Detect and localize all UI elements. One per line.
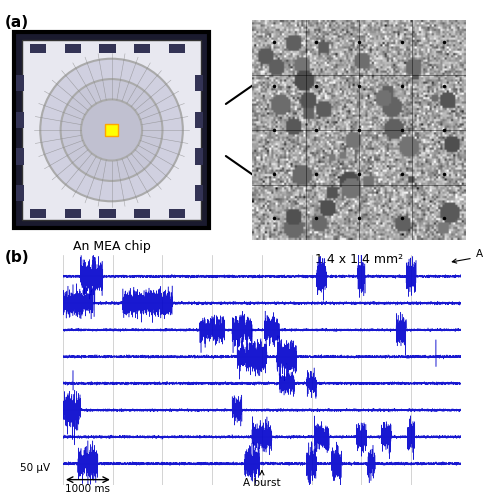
Text: (a): (a) — [5, 15, 29, 30]
Bar — [16, 75, 24, 92]
Bar — [99, 44, 115, 52]
Bar — [195, 148, 203, 164]
Text: (b): (b) — [5, 250, 30, 265]
Bar — [195, 185, 203, 202]
Bar — [168, 44, 184, 52]
Bar — [16, 112, 24, 128]
Bar — [22, 40, 201, 220]
Text: A burst: A burst — [242, 471, 280, 488]
Text: An MEA chip: An MEA chip — [73, 240, 150, 253]
Bar — [16, 185, 24, 202]
Circle shape — [40, 58, 182, 202]
Bar — [134, 210, 150, 218]
Bar — [134, 44, 150, 52]
Bar — [30, 210, 46, 218]
Bar — [64, 44, 81, 52]
Bar — [99, 210, 115, 218]
Bar — [195, 75, 203, 92]
Bar — [16, 148, 24, 164]
Bar — [195, 112, 203, 128]
Bar — [64, 210, 81, 218]
Circle shape — [81, 100, 142, 160]
Text: 50 μV: 50 μV — [20, 463, 50, 473]
Text: A spike: A spike — [452, 250, 484, 263]
Text: 1000 ms: 1000 ms — [65, 484, 110, 494]
Bar — [30, 44, 46, 52]
Text: 1.4 x 1.4 mm²: 1.4 x 1.4 mm² — [314, 253, 402, 266]
Circle shape — [60, 79, 162, 181]
Bar — [105, 124, 118, 136]
Bar — [168, 210, 184, 218]
